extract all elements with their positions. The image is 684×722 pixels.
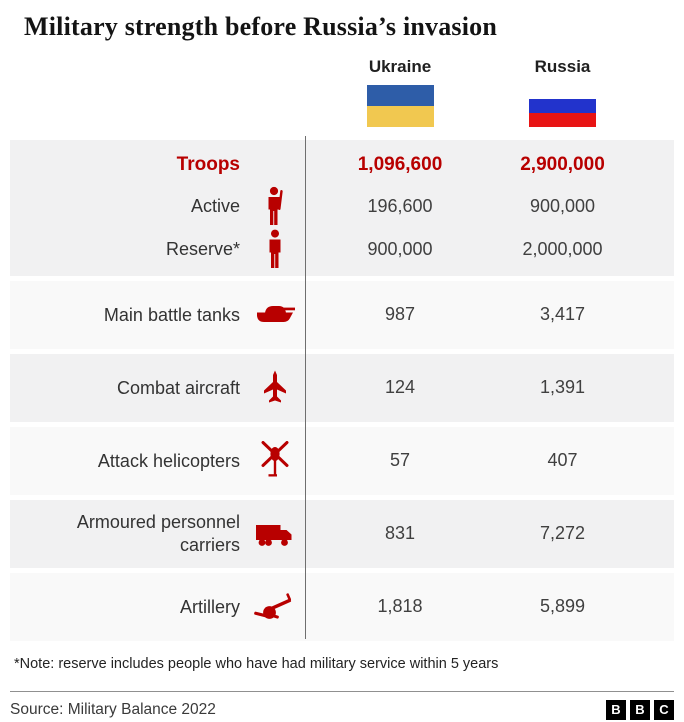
source-credit: Source: Military Balance 2022 — [10, 700, 216, 718]
soldier-icon — [240, 186, 310, 226]
bbc-logo: B B C — [606, 699, 674, 720]
bbc-logo-letter: B — [606, 699, 626, 720]
russia-flag-icon — [529, 84, 596, 127]
russia-value: 2,000,000 — [522, 238, 603, 259]
russia-value: 3,417 — [539, 304, 586, 325]
ukraine-value: 57 — [389, 450, 411, 471]
row-label: Combat aircraft — [116, 377, 240, 398]
ukraine-value: 900,000 — [367, 238, 433, 259]
russia-value: 2,900,000 — [520, 153, 605, 175]
table-row-artillery: Artillery 1,818 5,899 — [10, 573, 674, 641]
row-label: Artillery — [179, 596, 240, 617]
table-row-active: Active 196,600 900,000 — [10, 185, 674, 228]
footnote: *Note: reserve includes people who have … — [14, 655, 499, 672]
row-label: Troops — [176, 154, 240, 176]
fighter-jet-icon — [240, 370, 310, 406]
page-title: Military strength before Russia’s invasi… — [24, 12, 498, 41]
apc-block: Armoured personnel carriers 831 7,272 — [10, 499, 674, 568]
bbc-logo-letter: B — [630, 699, 650, 720]
ukraine-value: 1,096,600 — [357, 153, 443, 175]
ukraine-flag-icon — [366, 84, 434, 127]
table-row-troops: Troops 1,096,600 2,900,000 — [10, 145, 674, 185]
troops-block: Troops 1,096,600 2,900,000 Active 196,60… — [10, 139, 674, 276]
footer-divider — [10, 690, 674, 692]
tanks-block: Main battle tanks 987 3,417 — [10, 280, 674, 349]
ukraine-value: 1,818 — [377, 596, 423, 617]
helicopters-block: Attack helicopters 57 407 — [10, 426, 674, 495]
column-divider — [305, 135, 306, 639]
bbc-logo-letter: C — [654, 699, 674, 720]
artillery-block: Artillery 1,818 5,899 — [10, 572, 674, 641]
row-label: Armoured personnel carriers — [76, 512, 240, 555]
row-label: Reserve* — [165, 239, 240, 260]
flag-row — [10, 84, 674, 127]
data-table: Troops 1,096,600 2,900,000 Active 196,60… — [10, 135, 674, 641]
russia-value: 7,272 — [539, 523, 586, 544]
row-label: Attack helicopters — [97, 450, 240, 471]
column-header-russia: Russia — [534, 56, 591, 76]
table-row-apc: Armoured personnel carriers 831 7,272 — [10, 500, 674, 568]
column-header-ukraine: Ukraine — [368, 56, 432, 76]
ukraine-value: 124 — [384, 377, 416, 398]
ukraine-value: 987 — [384, 304, 416, 325]
russia-value: 1,391 — [539, 377, 586, 398]
russia-value: 900,000 — [529, 195, 596, 216]
aircraft-block: Combat aircraft 124 1,391 — [10, 353, 674, 422]
russia-value: 5,899 — [539, 596, 586, 617]
tank-icon — [240, 303, 310, 327]
russia-value: 407 — [547, 450, 578, 471]
column-headers: Ukraine Russia — [10, 57, 674, 77]
row-label: Main battle tanks — [103, 304, 240, 325]
row-label: Active — [190, 196, 240, 217]
table-row-tanks: Main battle tanks 987 3,417 — [10, 281, 674, 349]
footer: Source: Military Balance 2022 B B C — [10, 692, 674, 720]
person-icon — [240, 229, 310, 269]
helicopter-icon — [240, 440, 310, 481]
ukraine-value: 196,600 — [367, 195, 433, 216]
table-row-reserve: Reserve* 900,000 2,000,000 — [10, 228, 674, 271]
armoured-truck-icon — [240, 521, 310, 547]
table-row-aircraft: Combat aircraft 124 1,391 — [10, 354, 674, 422]
artillery-icon — [240, 592, 310, 622]
ukraine-value: 831 — [384, 523, 416, 544]
table-row-helicopters: Attack helicopters 57 407 — [10, 427, 674, 495]
